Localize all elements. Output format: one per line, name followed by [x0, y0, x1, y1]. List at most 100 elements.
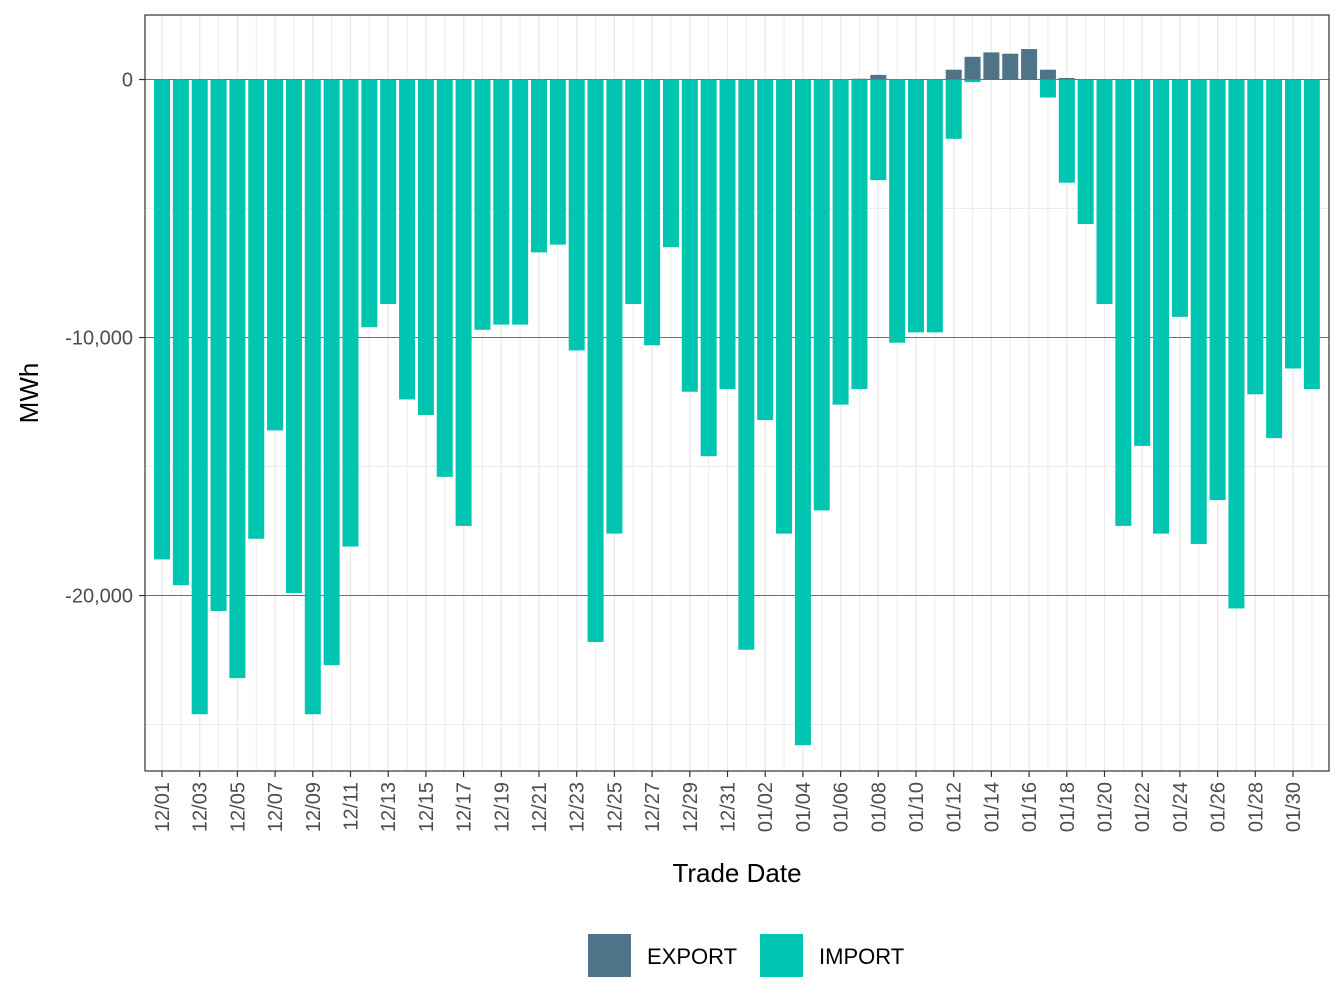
bar-export: [1002, 53, 1019, 80]
legend-label-export: EXPORT: [647, 944, 737, 969]
x-axis: 12/01 12/03 12/05 12/07 12/09 12/11 12/13 12/15…: [152, 771, 1305, 832]
x-tick-label: 01/10: [906, 782, 928, 832]
bar-import: [738, 79, 755, 650]
bar-import: [1247, 79, 1264, 395]
bar-import: [813, 79, 830, 511]
bar-import: [172, 79, 189, 586]
x-tick-label: 12/19: [491, 782, 513, 832]
export-bars: [851, 49, 1094, 80]
x-tick-label: 01/08: [868, 782, 890, 832]
bar-import: [304, 79, 321, 715]
x-tick-label: 12/07: [265, 782, 287, 832]
bar-import: [1171, 79, 1188, 317]
bar-import: [1266, 79, 1283, 439]
x-tick-label: 01/22: [1132, 782, 1154, 832]
bar-import: [1039, 79, 1056, 98]
bar-import: [1303, 79, 1320, 390]
bar-import: [964, 79, 981, 83]
bar-import: [417, 79, 434, 415]
bar-export: [1077, 78, 1094, 80]
bar-import: [832, 79, 849, 405]
bar-import: [625, 79, 642, 304]
x-tick-label: 01/28: [1245, 782, 1267, 832]
bar-import: [1153, 79, 1170, 534]
bar-export: [870, 74, 887, 80]
y-axis: 0 -10,000 -20,000: [65, 70, 145, 608]
bar-export: [983, 52, 1000, 80]
x-tick-label: 12/23: [567, 782, 589, 832]
y-tick-label: -20,000: [65, 586, 133, 608]
x-tick-label: 12/31: [718, 782, 740, 832]
bar-import: [1058, 79, 1075, 183]
x-tick-label: 01/20: [1095, 782, 1117, 832]
bar-import: [474, 79, 491, 330]
x-tick-label: 12/17: [454, 782, 476, 832]
x-tick-label: 12/15: [416, 782, 438, 832]
bar-import: [342, 79, 359, 547]
bar-import: [851, 79, 868, 390]
y-tick-label: -10,000: [65, 328, 133, 350]
x-axis-title: Trade Date: [672, 858, 801, 888]
bar-import: [1096, 79, 1113, 304]
x-tick-label: 12/13: [378, 782, 400, 832]
bar-import: [606, 79, 623, 534]
bar-import: [1190, 79, 1207, 544]
bar-import: [323, 79, 340, 666]
x-tick-label: 01/16: [1019, 782, 1041, 832]
bar-import: [644, 79, 661, 346]
bar-import: [455, 79, 472, 526]
y-tick-label: 0: [122, 70, 133, 92]
x-tick-label: 01/26: [1208, 782, 1230, 832]
x-tick-label: 12/29: [680, 782, 702, 832]
bar-import: [549, 79, 566, 245]
bar-import: [436, 79, 453, 477]
bar-export: [851, 78, 868, 80]
x-tick-label: 01/02: [755, 782, 777, 832]
bar-import: [681, 79, 698, 392]
bar-import: [1228, 79, 1245, 609]
x-tick-label: 12/01: [152, 782, 174, 832]
bar-import: [794, 79, 811, 746]
bar-import: [285, 79, 302, 593]
x-tick-label: 12/27: [642, 782, 664, 832]
x-tick-label: 01/30: [1283, 782, 1305, 832]
x-tick-label: 12/21: [529, 782, 551, 832]
bar-import: [662, 79, 679, 248]
x-tick-label: 12/09: [303, 782, 325, 832]
bar-import: [248, 79, 265, 539]
bar-import: [531, 79, 547, 253]
bar-import: [493, 79, 510, 325]
x-tick-label: 01/06: [831, 782, 853, 832]
bar-export: [945, 69, 962, 80]
plot-background: [145, 15, 1329, 771]
x-tick-label: 12/05: [227, 782, 249, 832]
import-bars: [154, 79, 1320, 746]
bar-import: [1115, 79, 1132, 526]
bar-import: [908, 79, 924, 333]
bar-import: [210, 79, 227, 612]
bar-import: [1285, 79, 1301, 369]
bar-export: [1021, 49, 1038, 80]
legend-swatch-export: [588, 934, 631, 977]
bar-import: [154, 79, 170, 560]
bar-import: [399, 79, 416, 400]
bar-import: [568, 79, 585, 351]
bar-import: [700, 79, 717, 457]
x-tick-label: 01/14: [981, 782, 1003, 832]
x-tick-label: 12/25: [604, 782, 626, 832]
x-tick-label: 12/11: [341, 782, 363, 831]
bar-import: [1077, 79, 1094, 224]
bar-import: [757, 79, 774, 421]
bar-import: [870, 79, 887, 181]
bar-import: [229, 79, 246, 679]
y-axis-title: MWh: [14, 363, 44, 424]
bar-import: [926, 79, 943, 333]
bar-import: [889, 79, 906, 343]
bar-export: [1039, 69, 1056, 80]
x-tick-label: 12/03: [190, 782, 212, 832]
x-tick-label: 01/04: [793, 782, 815, 832]
bar-import: [1134, 79, 1151, 446]
bar-import: [945, 79, 962, 139]
bar-export: [964, 56, 981, 80]
